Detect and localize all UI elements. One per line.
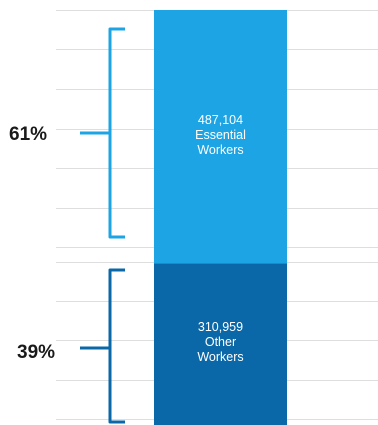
essential-bracket [108,27,125,239]
other-name-line1: Other [204,335,237,349]
essential-name-line1: Essential [195,128,246,142]
other-segment-label: 310,959 Other Workers [154,320,287,365]
essential-value-label: 487,104 [197,113,244,127]
bar-segment-other [154,263,287,425]
other-name-line2: Workers [197,350,244,364]
other-percent-label: 39% [17,342,56,363]
bar-segment-essential [154,10,287,264]
essential-name-line2: Workers [197,143,244,157]
other-bracket [108,268,125,424]
essential-segment-label: 487,104 Essential Workers [154,113,287,158]
other-value-label: 310,959 [197,320,244,334]
essential-percent-label: 61% [9,124,48,145]
